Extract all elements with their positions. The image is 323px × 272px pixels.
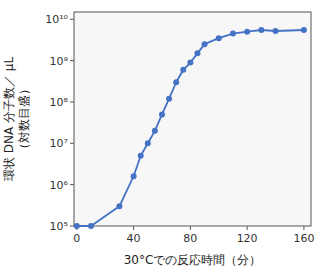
- data-point: [244, 29, 250, 35]
- data-point: [145, 140, 151, 146]
- data-point: [166, 96, 172, 102]
- data-point: [138, 153, 144, 159]
- tick-mark: [70, 143, 74, 144]
- data-point: [202, 41, 208, 47]
- tick-label: 10⁵: [50, 220, 68, 233]
- tick-label: 10⁷: [50, 137, 68, 150]
- tick-label: 160: [293, 232, 314, 245]
- tick-mark: [133, 226, 134, 230]
- tick-mark: [303, 226, 304, 230]
- tick-mark: [70, 184, 74, 185]
- data-point: [88, 223, 94, 229]
- tick-label: 10⁸: [50, 96, 69, 109]
- x-axis: 0 40 80 120 160: [73, 226, 314, 245]
- tick-label: 10¹⁰: [45, 13, 68, 26]
- data-point: [301, 27, 307, 33]
- tick-label: 10⁶: [50, 179, 69, 192]
- tick-label: 10⁹: [50, 55, 68, 68]
- data-point: [216, 35, 222, 41]
- tick-mark: [70, 226, 74, 227]
- tick-label: 40: [127, 232, 141, 245]
- tick-label: 0: [73, 232, 80, 245]
- data-point: [152, 128, 158, 134]
- tick-mark: [70, 101, 74, 102]
- tick-mark: [247, 226, 248, 230]
- chart-container: 0 40 80 120 160 10⁵ 10⁶ 10⁷ 10⁸ 10⁹ 10¹⁰ 30°Cでの反応時間…: [0, 0, 323, 272]
- data-point: [131, 173, 137, 179]
- tick-mark: [70, 19, 74, 20]
- chart-svg: 0 40 80 120 160 10⁵ 10⁶ 10⁷ 10⁸ 10⁹ 10¹⁰ 30°Cでの反応時間…: [0, 0, 323, 272]
- plot-frame: [74, 12, 311, 226]
- tick-mark: [190, 226, 191, 230]
- x-axis-label: 30°Cでの反応時間（分）: [124, 253, 262, 267]
- data-point: [230, 31, 236, 37]
- y-axis: 10⁵ 10⁶ 10⁷ 10⁸ 10⁹ 10¹⁰: [45, 13, 74, 233]
- tick-label: 120: [237, 232, 258, 245]
- data-point: [194, 50, 200, 56]
- data-point: [187, 60, 193, 66]
- data-point: [159, 111, 165, 117]
- data-point: [273, 28, 279, 34]
- data-point: [258, 27, 264, 33]
- y-axis-label: 環状 DNA 分子数／ μL: [2, 57, 16, 182]
- data-point: [74, 223, 80, 229]
- y-axis-label: （対数目盛）: [17, 83, 31, 155]
- data-point: [116, 203, 122, 209]
- data-point: [173, 79, 179, 85]
- data-line: [77, 30, 304, 226]
- tick-label: 80: [183, 232, 197, 245]
- data-point: [180, 67, 186, 73]
- plot-data: [74, 27, 307, 229]
- tick-mark: [70, 60, 74, 61]
